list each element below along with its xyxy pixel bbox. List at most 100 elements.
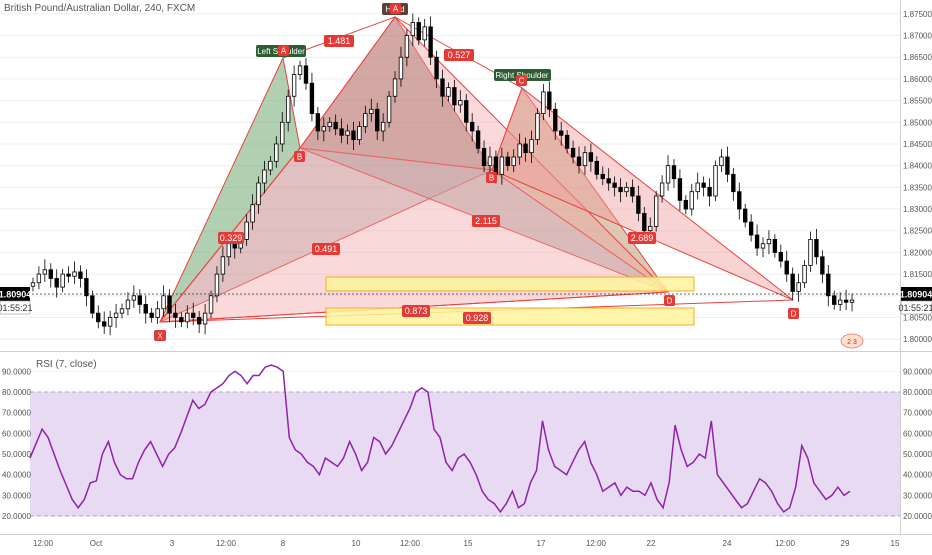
candle-body[interactable] bbox=[487, 156, 493, 167]
candle-body[interactable] bbox=[202, 312, 208, 325]
candle-body[interactable] bbox=[642, 212, 647, 232]
candle-body[interactable] bbox=[244, 221, 249, 240]
candle-body[interactable] bbox=[636, 195, 641, 214]
candle-body[interactable] bbox=[191, 312, 196, 318]
candle-body[interactable] bbox=[760, 243, 766, 249]
candle-body[interactable] bbox=[683, 199, 689, 210]
candle-body[interactable] bbox=[274, 143, 279, 162]
candle-body[interactable] bbox=[333, 121, 338, 130]
candle-body[interactable] bbox=[208, 295, 214, 314]
candle-body[interactable] bbox=[790, 273, 795, 292]
candle-body[interactable] bbox=[262, 169, 267, 184]
candle-body[interactable] bbox=[600, 173, 605, 180]
candle-body[interactable] bbox=[36, 273, 42, 284]
candle-body[interactable] bbox=[131, 295, 137, 301]
candle-body[interactable] bbox=[440, 78, 445, 97]
candle-body[interactable] bbox=[701, 182, 706, 188]
candle-body[interactable] bbox=[849, 299, 855, 303]
candle-body[interactable] bbox=[161, 295, 166, 310]
candle-body[interactable] bbox=[713, 165, 718, 197]
candle-body[interactable] bbox=[410, 22, 416, 36]
candle-body[interactable] bbox=[653, 195, 659, 227]
rsi-line[interactable] bbox=[29, 364, 851, 514]
target-zone-lower[interactable] bbox=[325, 307, 695, 326]
candle-body[interactable] bbox=[309, 82, 315, 115]
candle-body[interactable] bbox=[66, 273, 71, 277]
candle-body[interactable] bbox=[570, 147, 576, 158]
candle-body[interactable] bbox=[398, 56, 404, 80]
candle-body[interactable] bbox=[630, 186, 635, 197]
candle-body[interactable] bbox=[90, 295, 95, 314]
candle-body[interactable] bbox=[802, 265, 807, 284]
candle-body[interactable] bbox=[96, 312, 101, 323]
candle-body[interactable] bbox=[84, 278, 89, 297]
candle-body[interactable] bbox=[196, 317, 202, 325]
candle-body[interactable] bbox=[469, 121, 475, 132]
candle-body[interactable] bbox=[30, 282, 36, 287]
candle-body[interactable] bbox=[505, 156, 510, 167]
candle-body[interactable] bbox=[511, 156, 516, 167]
candle-body[interactable] bbox=[149, 312, 154, 318]
candle-body[interactable] bbox=[256, 182, 261, 206]
candle-body[interactable] bbox=[707, 186, 712, 197]
candle-body[interactable] bbox=[42, 269, 48, 275]
candle-body[interactable] bbox=[553, 108, 558, 132]
candle-body[interactable] bbox=[837, 299, 843, 305]
target-zone-upper[interactable] bbox=[325, 276, 695, 292]
candle-body[interactable] bbox=[404, 35, 410, 58]
candle-body[interactable] bbox=[107, 317, 113, 327]
candle-body[interactable] bbox=[185, 312, 190, 323]
candle-body[interactable] bbox=[280, 121, 285, 145]
candle-body[interactable] bbox=[481, 147, 487, 167]
candle-body[interactable] bbox=[428, 26, 433, 58]
candle-body[interactable] bbox=[743, 208, 748, 223]
time-axis[interactable]: 12:00 Oct 3 12:00 8 10 12:00 15 17 12:00 22 24 12:00… bbox=[33, 539, 900, 548]
candle-body[interactable] bbox=[113, 312, 119, 318]
candle-body[interactable] bbox=[363, 113, 368, 128]
candle-body[interactable] bbox=[689, 191, 694, 210]
candle-body[interactable] bbox=[808, 238, 813, 266]
rsi-axis[interactable]: 90.0000 90.0000 80.0000 80.0000 70.0000 70.00… bbox=[2, 367, 932, 521]
candle-body[interactable] bbox=[535, 113, 540, 141]
candle-body[interactable] bbox=[452, 87, 457, 106]
candle-body[interactable] bbox=[446, 87, 451, 97]
candle-body[interactable] bbox=[766, 238, 772, 245]
candle-body[interactable] bbox=[380, 121, 386, 132]
candle-body[interactable] bbox=[820, 256, 825, 275]
candle-body[interactable] bbox=[541, 91, 546, 115]
candle-body[interactable] bbox=[814, 238, 819, 258]
candle-body[interactable] bbox=[125, 299, 131, 310]
candle-body[interactable] bbox=[725, 156, 730, 175]
candle-body[interactable] bbox=[386, 95, 392, 123]
candle-body[interactable] bbox=[493, 156, 499, 175]
candle-body[interactable] bbox=[547, 91, 552, 110]
candle-body[interactable] bbox=[102, 321, 107, 327]
candle-body[interactable] bbox=[339, 128, 344, 136]
candle-body[interactable] bbox=[351, 130, 356, 141]
candlestick-series[interactable] bbox=[30, 13, 855, 336]
candle-body[interactable] bbox=[748, 221, 754, 236]
candle-body[interactable] bbox=[375, 108, 380, 132]
candle-body[interactable] bbox=[843, 299, 849, 303]
candle-body[interactable] bbox=[416, 22, 421, 41]
candle-body[interactable] bbox=[173, 312, 178, 318]
candle-body[interactable] bbox=[618, 186, 623, 193]
candle-body[interactable] bbox=[778, 252, 783, 262]
candle-body[interactable] bbox=[659, 182, 665, 197]
candle-body[interactable] bbox=[315, 113, 321, 132]
candle-body[interactable] bbox=[624, 186, 629, 193]
rsi-title[interactable]: RSI (7, close) bbox=[36, 359, 97, 370]
candle-body[interactable] bbox=[327, 121, 332, 128]
candle-body[interactable] bbox=[559, 130, 564, 136]
candle-body[interactable] bbox=[303, 65, 309, 84]
candle-body[interactable] bbox=[434, 56, 439, 80]
candle-body[interactable] bbox=[458, 100, 463, 106]
candle-body[interactable] bbox=[754, 234, 760, 249]
candle-body[interactable] bbox=[297, 65, 303, 75]
candle-body[interactable] bbox=[48, 269, 53, 279]
candle-body[interactable] bbox=[60, 273, 65, 288]
candle-body[interactable] bbox=[143, 304, 148, 314]
candle-body[interactable] bbox=[564, 134, 570, 149]
candle-body[interactable] bbox=[832, 295, 837, 305]
candle-body[interactable] bbox=[119, 308, 125, 314]
